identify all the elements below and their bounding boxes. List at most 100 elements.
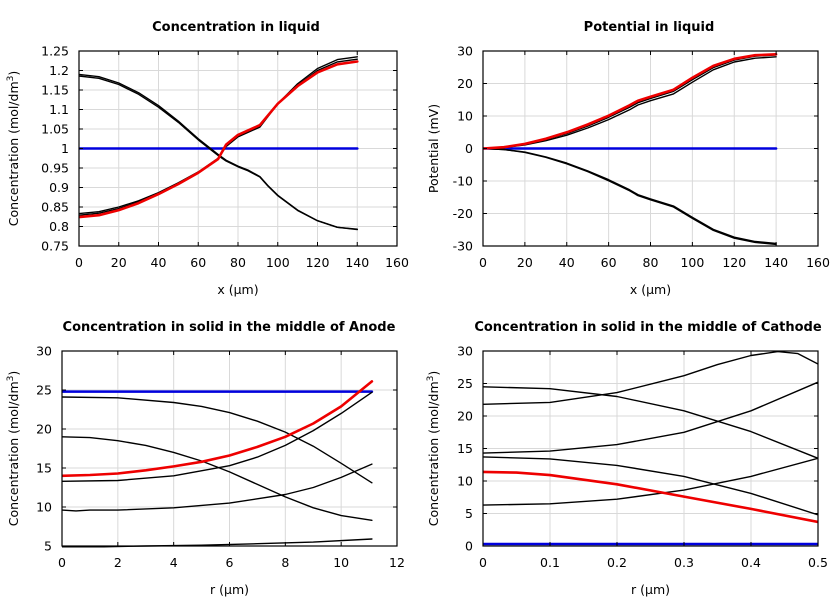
series-line-4	[483, 56, 777, 150]
x-tick-label: 140	[764, 255, 788, 270]
y-tick-label: 10	[457, 109, 473, 124]
y-tick-label: 15	[457, 441, 473, 456]
y-tick-label: 0.95	[41, 161, 69, 176]
series-line-3	[62, 436, 373, 521]
y-tick-label: 30	[457, 344, 473, 359]
chart-panel-4: 0 0.1 0.2 0.3 0.4 0.5051015202530Concentratio…	[426, 320, 828, 597]
y-tick-label: 0.8	[49, 219, 69, 234]
series-line-6	[62, 538, 373, 548]
y-axis-label: Potential (mV)	[426, 104, 441, 193]
x-tick-label: 160	[806, 255, 830, 270]
y-tick-label: 20	[457, 76, 473, 91]
y-tick-label: 20	[36, 422, 52, 437]
series-line-2	[483, 147, 777, 246]
y-tick-label: 1.15	[41, 83, 69, 98]
x-tick-label: 12	[389, 555, 405, 570]
series-line-4	[483, 381, 818, 454]
series-line-5	[483, 456, 818, 516]
x-axis-label: r (µm)	[631, 582, 670, 597]
chart-title: Concentration in solid in the middle of …	[474, 320, 822, 335]
series-line-7	[483, 470, 818, 524]
x-tick-label: 0	[479, 555, 487, 570]
series-line-5	[79, 58, 358, 216]
x-tick-label: 20	[517, 255, 533, 270]
y-tick-label: 0.9	[49, 180, 69, 195]
y-axis-label: Concentration (mol/dm3)	[6, 371, 21, 527]
x-tick-label: 6	[226, 555, 234, 570]
chart-panel-1: 0 20 40 60 80 100 120 140 160 0.75 0.8 0.85 0.9 0.95 1…	[6, 20, 409, 297]
x-tick-label: 4	[170, 555, 178, 570]
y-tick-label: 0	[465, 141, 473, 156]
series-line-4	[79, 56, 358, 215]
x-tick-label: 2	[114, 555, 122, 570]
y-tick-label: 20	[457, 409, 473, 424]
x-tick-label: 160	[385, 255, 409, 270]
series-line-3	[483, 147, 777, 245]
y-tick-label: 1	[61, 141, 69, 156]
x-tick-label: 0.5	[808, 555, 828, 570]
y-tick-label: 1.2	[49, 63, 69, 78]
x-tick-label: 60	[601, 255, 617, 270]
y-tick-label: 5	[465, 506, 473, 521]
x-tick-label: 0	[479, 255, 487, 270]
x-tick-label: 60	[190, 255, 206, 270]
series-line-5	[62, 463, 373, 512]
y-tick-label: 10	[457, 474, 473, 489]
series-line-6	[79, 60, 359, 219]
x-tick-label: 40	[151, 255, 167, 270]
y-axis-label: Concentration (mol/dm3)	[6, 71, 21, 227]
y-tick-label: -30	[453, 239, 473, 254]
y-axis-label: Concentration (mol/dm3)	[426, 371, 441, 527]
x-tick-label: 0.2	[607, 555, 627, 570]
x-axis-label: r (µm)	[210, 582, 249, 597]
x-tick-label: 8	[281, 555, 289, 570]
x-tick-label: 120	[722, 255, 746, 270]
x-axis-label: x (µm)	[217, 282, 258, 297]
y-tick-label: 1.25	[41, 44, 69, 59]
y-tick-label: 0	[465, 539, 473, 554]
chart-title: Potential in liquid	[584, 20, 715, 35]
chart-title: Concentration in solid in the middle of …	[63, 320, 396, 335]
series-line-5	[483, 54, 777, 150]
x-tick-label: 40	[559, 255, 575, 270]
x-tick-label: 120	[306, 255, 330, 270]
x-tick-label: 100	[680, 255, 704, 270]
series-line-6	[483, 457, 818, 506]
series-line-6	[483, 52, 778, 150]
y-tick-label: 0.85	[41, 200, 69, 215]
y-tick-label: 25	[457, 376, 473, 391]
y-tick-label: 10	[36, 500, 52, 515]
x-tick-label: 20	[111, 255, 127, 270]
chart-title: Concentration in liquid	[152, 20, 320, 35]
x-tick-label: 0	[58, 555, 66, 570]
chart-panel-3: 0 2 4 6 8 10 12 5 10 15 20 25 30 Concentration in sol…	[6, 320, 405, 597]
y-tick-label: 0.75	[41, 239, 69, 254]
y-tick-label: 25	[36, 383, 52, 398]
y-tick-label: 15	[36, 461, 52, 476]
series-line-2	[483, 350, 818, 405]
x-tick-label: 140	[345, 255, 369, 270]
x-tick-label: 10	[333, 555, 349, 570]
chart-panel-2: 0 20 40 60 80 100 120 140 160 -30 -20 -10 0 10 20 30 Pot…	[426, 20, 830, 297]
series-line-2	[62, 396, 373, 484]
x-tick-label: 80	[643, 255, 659, 270]
y-tick-label: -10	[453, 174, 473, 189]
y-tick-label: 30	[36, 344, 52, 359]
x-tick-label: 0	[75, 255, 83, 270]
y-tick-label: -20	[453, 206, 473, 221]
x-tick-label: 80	[230, 255, 246, 270]
y-tick-label: 5	[44, 539, 52, 554]
x-tick-label: 100	[266, 255, 290, 270]
x-tick-label: 0.3	[674, 555, 694, 570]
x-axis-label: x (µm)	[630, 282, 671, 297]
series-line-7	[62, 380, 374, 478]
series-line-3	[483, 386, 818, 459]
y-tick-label: 30	[457, 44, 473, 59]
y-tick-label: 1.1	[49, 102, 69, 117]
y-tick-label: 1.05	[41, 122, 69, 137]
x-tick-label: 0.1	[540, 555, 560, 570]
series-line-4	[62, 391, 373, 482]
series-line-3	[79, 75, 358, 230]
x-tick-label: 0.4	[741, 555, 761, 570]
